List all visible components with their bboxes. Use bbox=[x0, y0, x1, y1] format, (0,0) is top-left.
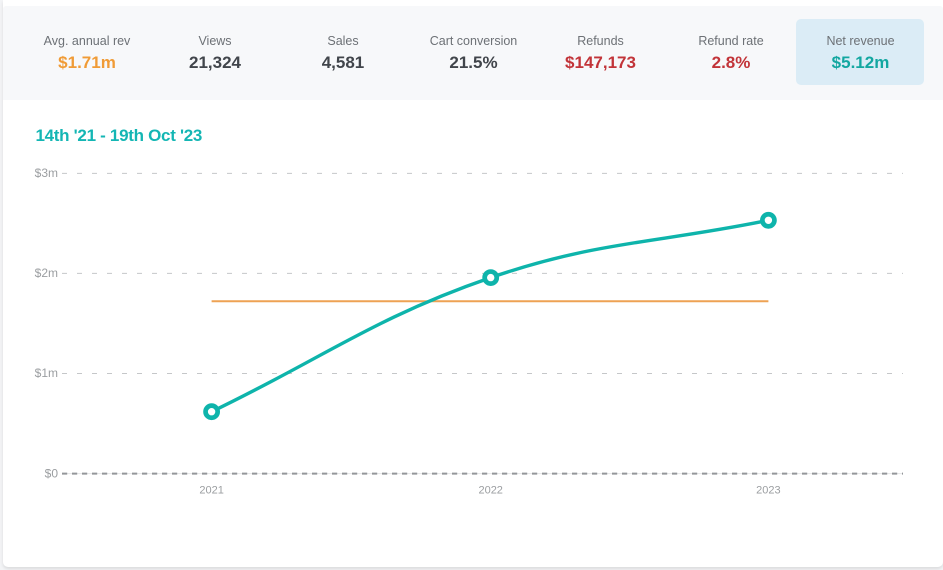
svg-text:2021: 2021 bbox=[199, 485, 223, 497]
svg-text:$2m: $2m bbox=[35, 266, 58, 280]
svg-text:2023: 2023 bbox=[756, 485, 780, 497]
svg-text:2022: 2022 bbox=[478, 485, 502, 497]
svg-text:$0: $0 bbox=[45, 466, 59, 480]
svg-text:$3m: $3m bbox=[35, 166, 58, 180]
svg-text:$1m: $1m bbox=[35, 366, 58, 380]
